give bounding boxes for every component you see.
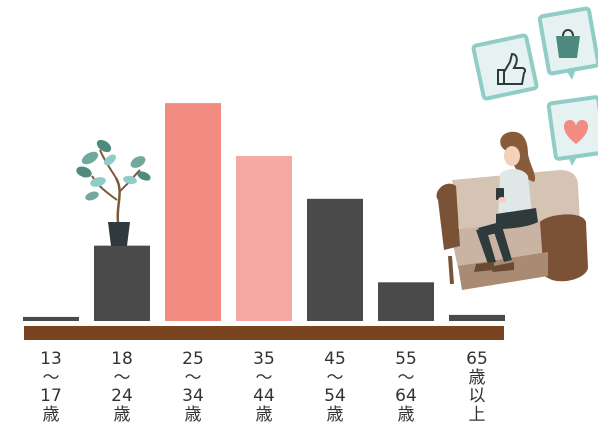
x-tick-label: 65 歳以上 [457, 350, 497, 424]
x-tick-label-line: 25 [182, 349, 204, 369]
x-tick-label-line: 歳 [255, 404, 273, 425]
x-tick-label-line: 24 [111, 386, 133, 406]
x-tick-label-line: 歳 [326, 404, 344, 425]
potted-plant-icon [76, 139, 151, 246]
bar-6 [378, 282, 434, 321]
x-tick-label-line: 64 [395, 386, 417, 406]
x-tick-label: 13 〜 17 歳 [31, 350, 71, 424]
baseline-bar [24, 326, 504, 340]
bar-5 [307, 198, 363, 321]
bar-7 [449, 314, 505, 321]
x-tick-label-line: 〜 [113, 367, 131, 388]
bar-1 [23, 316, 79, 321]
x-tick-label: 25 〜 34 歳 [173, 350, 213, 424]
x-tick-label: 35 〜 44 歳 [244, 350, 284, 424]
x-tick-label-line: 歳 [184, 404, 202, 425]
x-tick-label-line: 〜 [184, 367, 202, 388]
x-tick-label-line: 〜 [42, 367, 60, 388]
bar-4 [236, 156, 292, 321]
heart-icon [546, 95, 598, 166]
x-tick-label-line: 以 [468, 386, 486, 406]
x-tick-label-line: 歳 [42, 404, 60, 425]
x-tick-label-line: 54 [324, 386, 346, 406]
x-tick-label-line: 55 [395, 349, 417, 369]
x-tick-label-line: 歳 [397, 404, 415, 425]
x-tick-label-line: 〜 [326, 367, 344, 388]
x-tick-label-line: 〜 [397, 367, 415, 388]
x-tick-label-line: 歳 [113, 404, 131, 425]
x-tick-label-line: 〜 [255, 367, 273, 388]
person-figure [474, 131, 538, 272]
x-tick-label-line: 歳 [468, 367, 486, 388]
x-tick-label-line: 45 [324, 349, 346, 369]
x-tick-label-line: 上 [468, 404, 486, 425]
x-tick-label-line: 18 [111, 349, 133, 369]
x-tick-label-line: 44 [253, 386, 275, 406]
x-tick-label-line: 34 [182, 386, 204, 406]
bars [23, 103, 505, 321]
thumbs-up-icon [471, 33, 539, 101]
x-tick-label: 18 〜 24 歳 [102, 350, 142, 424]
x-tick-label-line: 65 [466, 349, 488, 369]
x-tick-label-line: 13 [40, 349, 62, 369]
x-tick-label: 55 〜 64 歳 [386, 350, 426, 424]
bar-2 [94, 245, 150, 321]
x-tick-label: 45 〜 54 歳 [315, 350, 355, 424]
x-tick-label-line: 17 [40, 386, 62, 406]
x-tick-label-line: 35 [253, 349, 275, 369]
shopping-bag-icon [537, 6, 598, 80]
bar-3 [165, 103, 221, 321]
